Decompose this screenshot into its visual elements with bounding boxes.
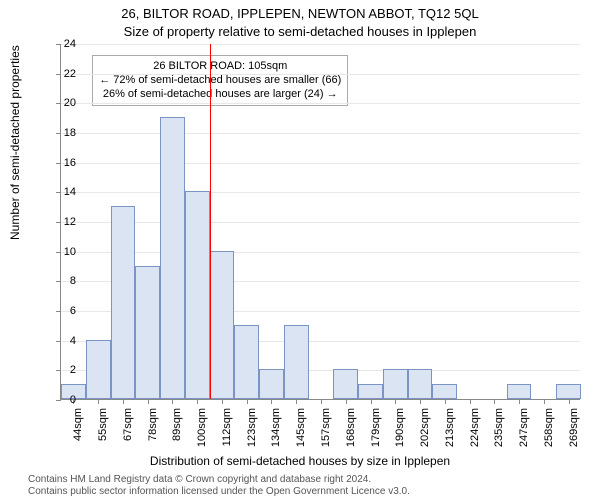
histogram-bar: [160, 117, 185, 399]
xtick-label: 112sqm: [221, 408, 233, 456]
gridline: [61, 192, 580, 193]
xtick-label: 100sqm: [196, 408, 208, 456]
annotation-line3: 26% of semi-detached houses are larger (…: [99, 87, 341, 101]
annotation-line2: ← 72% of semi-detached houses are smalle…: [99, 73, 341, 87]
gridline: [61, 74, 580, 75]
footer-attribution: Contains HM Land Registry data © Crown c…: [0, 474, 600, 498]
ytick-label: 6: [46, 305, 76, 317]
xtick-mark: [371, 399, 372, 404]
footer-line1: Contains HM Land Registry data © Crown c…: [28, 474, 600, 486]
x-axis-label: Distribution of semi-detached houses by …: [0, 454, 600, 468]
xtick-mark: [247, 399, 248, 404]
ytick-label: 20: [46, 97, 76, 109]
xtick-label: 78sqm: [147, 408, 159, 456]
histogram-bar: [210, 251, 235, 399]
reference-line: [210, 44, 211, 399]
gridline: [61, 133, 580, 134]
xtick-mark: [445, 399, 446, 404]
histogram-bar: [556, 384, 581, 399]
ytick-label: 2: [46, 364, 76, 376]
y-axis-label: Number of semi-detached properties: [8, 45, 22, 240]
xtick-label: 213sqm: [444, 408, 456, 456]
xtick-mark: [98, 399, 99, 404]
xtick-label: 145sqm: [295, 408, 307, 456]
xtick-mark: [346, 399, 347, 404]
xtick-label: 190sqm: [394, 408, 406, 456]
gridline: [61, 103, 580, 104]
histogram-bar: [383, 369, 408, 399]
xtick-label: 67sqm: [122, 408, 134, 456]
histogram-bar: [507, 384, 532, 399]
xtick-mark: [321, 399, 322, 404]
xtick-label: 55sqm: [97, 408, 109, 456]
xtick-mark: [296, 399, 297, 404]
xtick-mark: [494, 399, 495, 404]
gridline: [61, 252, 580, 253]
xtick-mark: [395, 399, 396, 404]
chart-container: 26, BILTOR ROAD, IPPLEPEN, NEWTON ABBOT,…: [0, 0, 600, 500]
histogram-bar: [185, 191, 210, 399]
xtick-mark: [519, 399, 520, 404]
xtick-label: 258sqm: [543, 408, 555, 456]
histogram-bar: [135, 266, 160, 400]
ytick-label: 14: [46, 186, 76, 198]
xtick-label: 235sqm: [493, 408, 505, 456]
footer-line2: Contains public sector information licen…: [28, 486, 600, 498]
xtick-label: 269sqm: [568, 408, 580, 456]
chart-title-line2: Size of property relative to semi-detach…: [0, 24, 600, 39]
xtick-label: 247sqm: [518, 408, 530, 456]
histogram-bar: [333, 369, 358, 399]
plot-area: 26 BILTOR ROAD: 105sqm ← 72% of semi-det…: [60, 44, 580, 400]
ytick-label: 8: [46, 275, 76, 287]
xtick-mark: [172, 399, 173, 404]
gridline: [61, 163, 580, 164]
histogram-bar: [111, 206, 136, 399]
xtick-mark: [544, 399, 545, 404]
ytick-label: 24: [46, 38, 76, 50]
histogram-bar: [86, 340, 111, 399]
xtick-label: 134sqm: [270, 408, 282, 456]
xtick-mark: [271, 399, 272, 404]
xtick-mark: [420, 399, 421, 404]
xtick-label: 89sqm: [171, 408, 183, 456]
xtick-label: 224sqm: [469, 408, 481, 456]
annotation-line1: 26 BILTOR ROAD: 105sqm: [99, 59, 341, 73]
xtick-label: 168sqm: [345, 408, 357, 456]
ytick-label: 22: [46, 68, 76, 80]
histogram-bar: [259, 369, 284, 399]
annotation-box: 26 BILTOR ROAD: 105sqm ← 72% of semi-det…: [92, 55, 348, 106]
ytick-label: 0: [46, 394, 76, 406]
ytick-label: 10: [46, 246, 76, 258]
gridline: [61, 222, 580, 223]
xtick-label: 44sqm: [72, 408, 84, 456]
xtick-mark: [470, 399, 471, 404]
xtick-mark: [569, 399, 570, 404]
xtick-mark: [222, 399, 223, 404]
histogram-bar: [234, 325, 259, 399]
histogram-bar: [284, 325, 309, 399]
xtick-mark: [197, 399, 198, 404]
ytick-label: 4: [46, 335, 76, 347]
xtick-mark: [123, 399, 124, 404]
histogram-bar: [432, 384, 457, 399]
xtick-label: 202sqm: [419, 408, 431, 456]
ytick-label: 16: [46, 157, 76, 169]
ytick-label: 12: [46, 216, 76, 228]
xtick-label: 179sqm: [370, 408, 382, 456]
chart-title-line1: 26, BILTOR ROAD, IPPLEPEN, NEWTON ABBOT,…: [0, 6, 600, 21]
xtick-label: 123sqm: [246, 408, 258, 456]
histogram-bar: [408, 369, 433, 399]
xtick-label: 157sqm: [320, 408, 332, 456]
gridline: [61, 44, 580, 45]
histogram-bar: [358, 384, 383, 399]
xtick-mark: [148, 399, 149, 404]
ytick-label: 18: [46, 127, 76, 139]
